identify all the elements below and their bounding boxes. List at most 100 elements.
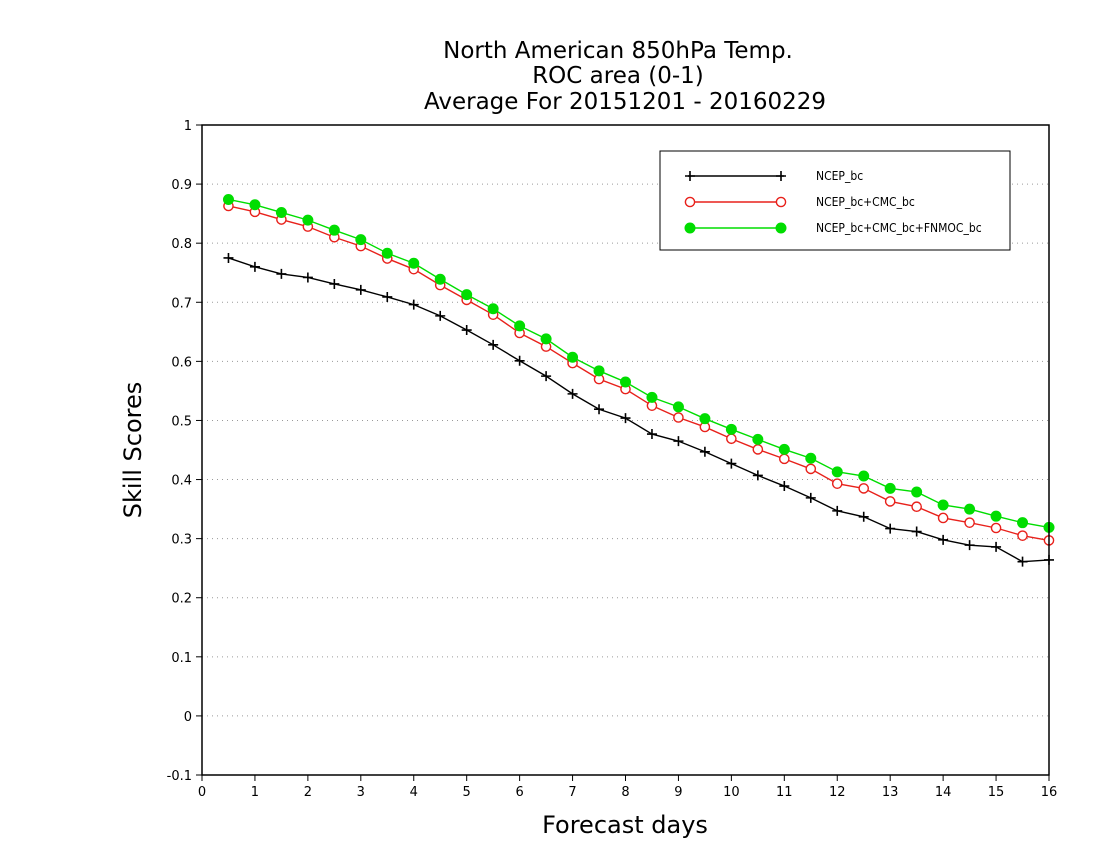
x-tick-label: 9 bbox=[674, 785, 682, 800]
chart-title: North American 850hPa Temp. ROC area (0-… bbox=[424, 38, 826, 115]
plot-frame bbox=[201, 124, 1050, 776]
series-layer bbox=[222, 193, 1055, 567]
x-tick-label: 16 bbox=[1041, 785, 1058, 800]
x-tick-label: 14 bbox=[935, 785, 952, 800]
legend-label: NCEP_bc+CMC_bc+FNMOC_bc bbox=[816, 221, 982, 235]
x-tick-label: 12 bbox=[829, 785, 846, 800]
data-point bbox=[1017, 530, 1028, 541]
data-point bbox=[434, 273, 446, 285]
data-point bbox=[302, 214, 314, 226]
data-point bbox=[937, 512, 949, 524]
data-point bbox=[831, 478, 843, 489]
data-point bbox=[699, 413, 711, 425]
data-point bbox=[805, 492, 816, 503]
x-tick-label: 2 bbox=[304, 785, 312, 800]
data-point bbox=[435, 310, 446, 321]
data-point bbox=[964, 540, 975, 551]
series-1 bbox=[223, 252, 1054, 567]
y-tick-label: 1 bbox=[184, 119, 192, 134]
legend-entry-1: NCEP_bc bbox=[685, 169, 863, 183]
data-point bbox=[911, 486, 923, 498]
data-point bbox=[540, 333, 552, 345]
y-tick-label: 0.4 bbox=[171, 474, 192, 489]
data-point bbox=[990, 510, 1002, 522]
data-point bbox=[355, 284, 366, 295]
x-tick-label: 6 bbox=[515, 785, 523, 800]
legend-entry-3: NCEP_bc+CMC_bc+FNMOC_bc bbox=[684, 221, 982, 235]
x-tick-label: 0 bbox=[198, 785, 206, 800]
data-point bbox=[408, 299, 419, 310]
data-point bbox=[275, 206, 287, 218]
data-point bbox=[461, 289, 473, 301]
x-tick-label: 7 bbox=[568, 785, 576, 800]
data-point bbox=[382, 291, 393, 302]
data-point bbox=[1017, 517, 1029, 529]
legend-marker bbox=[775, 222, 787, 234]
legend-marker bbox=[684, 196, 696, 208]
data-point bbox=[408, 257, 420, 269]
chart-title-line-2: ROC area (0-1) bbox=[532, 63, 704, 89]
data-point bbox=[593, 365, 605, 377]
data-point bbox=[858, 483, 870, 494]
data-point bbox=[514, 320, 526, 332]
data-point bbox=[328, 224, 340, 236]
series-line bbox=[228, 257, 1050, 563]
data-point bbox=[673, 412, 684, 423]
legend-label: NCEP_bc bbox=[816, 169, 863, 183]
data-point bbox=[884, 496, 896, 507]
legend-marker bbox=[685, 171, 695, 181]
y-tick-label: 0.6 bbox=[171, 355, 192, 370]
data-point bbox=[805, 452, 817, 464]
y-tick-label: 0.5 bbox=[171, 414, 192, 429]
data-point bbox=[222, 193, 234, 205]
data-point bbox=[911, 526, 922, 537]
chart-title-line-3: Average For 20151201 - 20160229 bbox=[424, 89, 826, 115]
data-point bbox=[726, 433, 737, 445]
x-axis-ticks: 0 1 2 3 4 5 6 7 8 9 10 11 12 13 14 15 16 bbox=[198, 775, 1057, 800]
data-point bbox=[831, 466, 843, 478]
legend-entry-2: NCEP_bc+CMC_bc bbox=[684, 195, 915, 209]
data-point bbox=[752, 470, 763, 481]
y-tick-label: 0.9 bbox=[171, 178, 192, 193]
y-tick-label: 0.2 bbox=[171, 592, 192, 607]
x-tick-label: 11 bbox=[776, 785, 793, 800]
data-point bbox=[567, 388, 578, 399]
x-tick-label: 1 bbox=[251, 785, 259, 800]
data-point bbox=[778, 443, 790, 455]
y-tick-label: 0.1 bbox=[171, 651, 192, 666]
data-point bbox=[832, 505, 843, 516]
data-point bbox=[302, 272, 313, 283]
x-tick-label: 8 bbox=[621, 785, 629, 800]
x-tick-label: 13 bbox=[882, 785, 899, 800]
x-tick-label: 3 bbox=[357, 785, 365, 800]
data-point bbox=[884, 482, 896, 494]
data-point bbox=[699, 446, 710, 457]
data-point bbox=[779, 481, 790, 492]
legend: NCEP_bc NCEP_bc+CMC_bc NCEP_bc+CMC_bc+FNMO… bbox=[659, 150, 1011, 251]
y-tick-label: 0.3 bbox=[171, 533, 192, 548]
data-point bbox=[990, 522, 1002, 534]
data-point bbox=[752, 444, 764, 455]
y-axis-ticks: -0.1 0 0.1 0.2 0.3 0.4 0.5 0.6 0.7 0.8 0.9 1 bbox=[167, 119, 202, 784]
data-point bbox=[646, 391, 658, 403]
data-point bbox=[381, 247, 393, 259]
y-tick-label: -0.1 bbox=[167, 769, 192, 784]
data-point bbox=[964, 517, 975, 528]
series-3 bbox=[222, 193, 1055, 533]
data-point bbox=[646, 429, 657, 440]
data-point bbox=[249, 261, 260, 272]
legend-marker bbox=[776, 171, 786, 181]
data-point bbox=[672, 401, 684, 413]
x-axis-title: Forecast days bbox=[542, 811, 708, 839]
data-point bbox=[487, 303, 499, 315]
data-point bbox=[620, 413, 631, 424]
x-tick-label: 4 bbox=[410, 785, 418, 800]
legend-label: NCEP_bc+CMC_bc bbox=[816, 195, 915, 209]
data-point bbox=[276, 268, 287, 279]
data-point bbox=[620, 376, 631, 388]
data-point bbox=[223, 252, 234, 263]
data-point bbox=[488, 339, 499, 350]
data-point bbox=[779, 453, 790, 465]
data-point bbox=[858, 470, 870, 482]
